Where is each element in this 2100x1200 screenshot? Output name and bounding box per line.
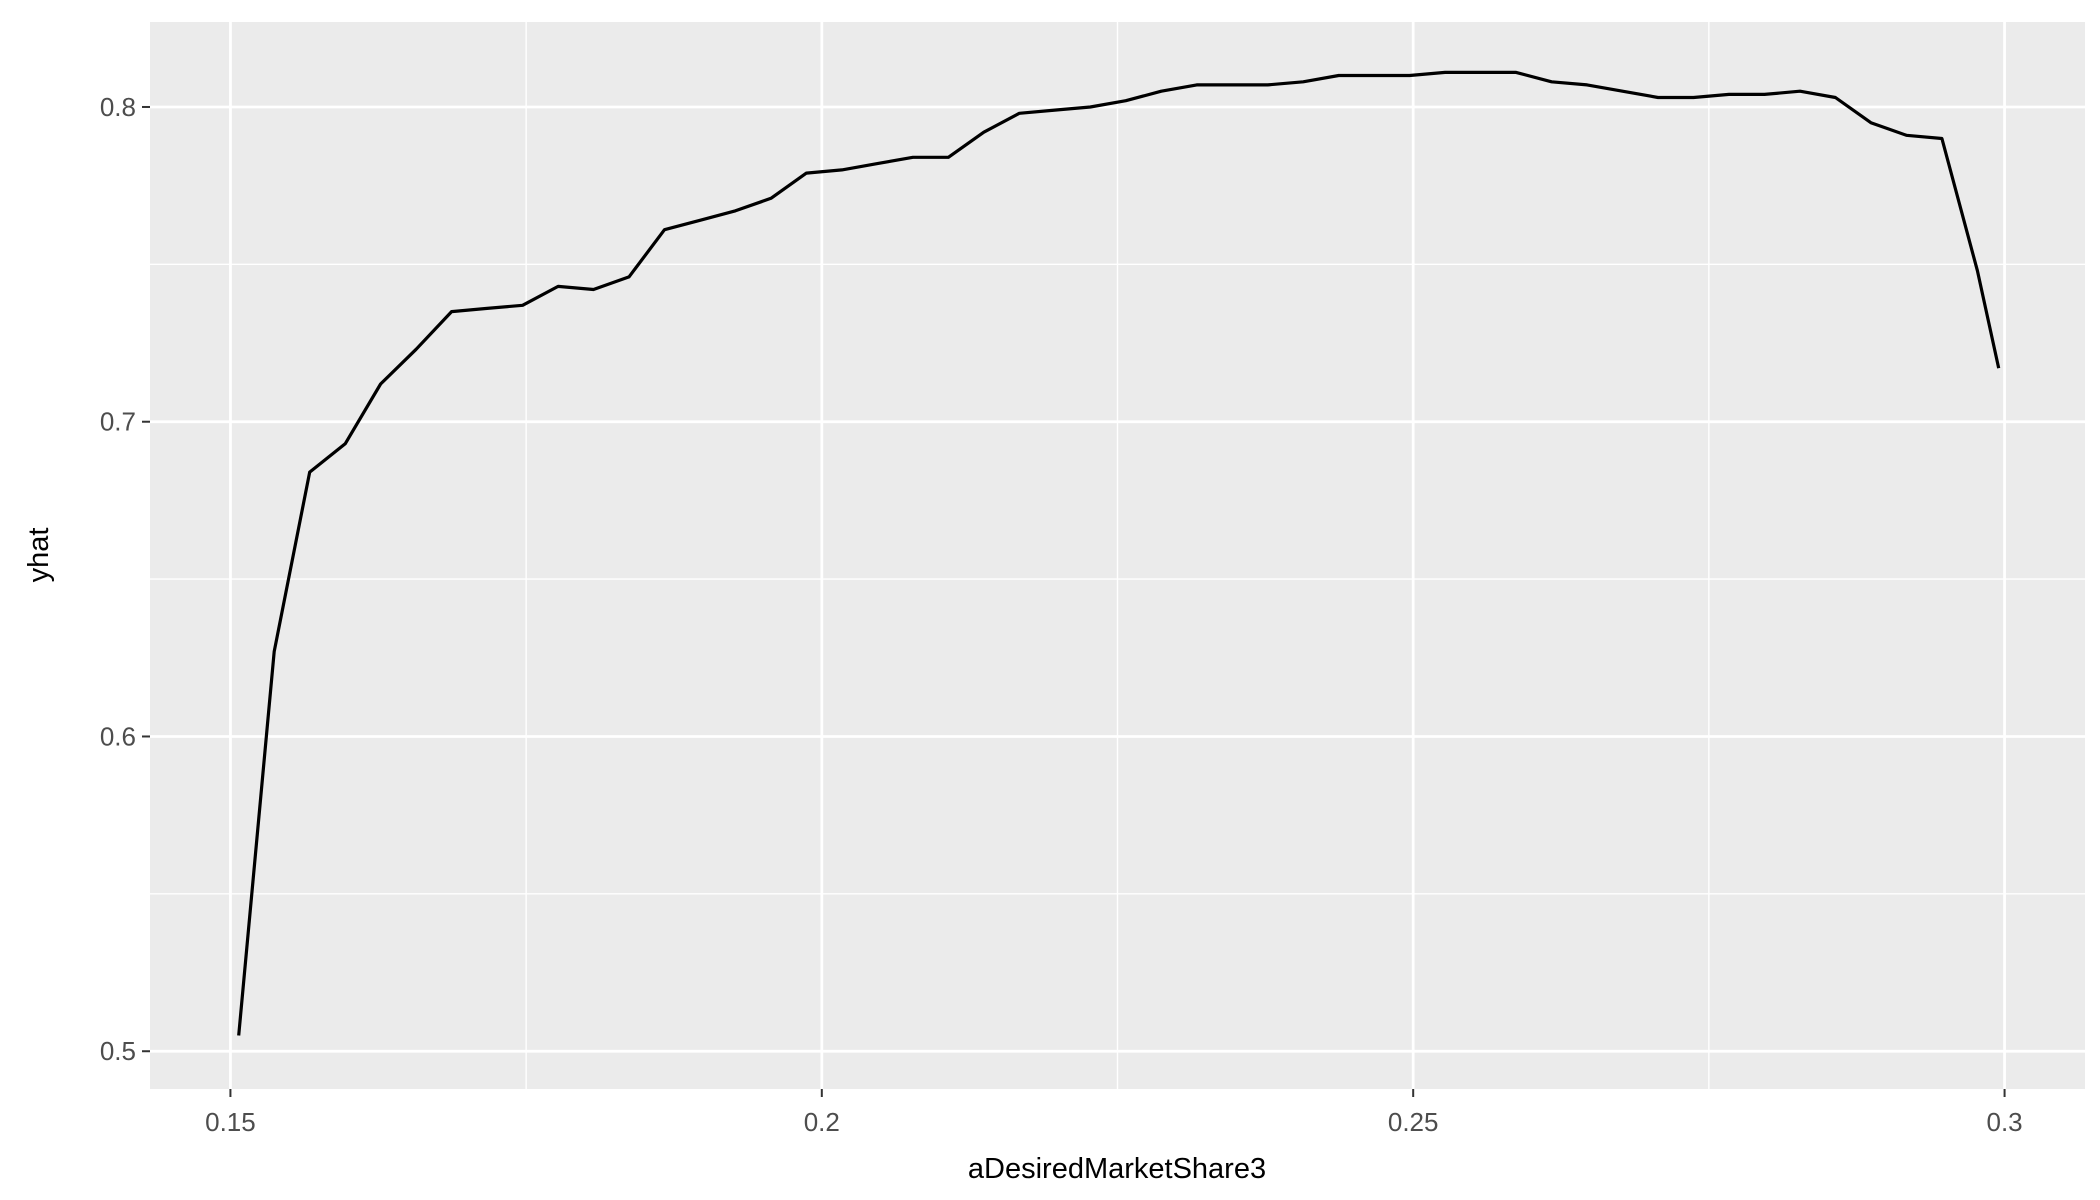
y-tick-label: 0.8 (100, 92, 136, 122)
y-tick-label: 0.5 (100, 1036, 136, 1066)
x-tick-label: 0.15 (205, 1107, 256, 1137)
y-tick-label: 0.7 (100, 407, 136, 437)
y-axis: 0.5 0.6 0.7 0.8 (100, 92, 150, 1066)
minor-gridlines (150, 22, 2085, 1089)
x-axis: 0.15 0.2 0.25 0.3 (205, 1089, 2023, 1137)
x-tick-label: 0.25 (1388, 1107, 1439, 1137)
series-line-0 (237, 70, 2001, 1036)
x-tick-label: 0.2 (804, 1107, 840, 1137)
y-axis-title: yhat (23, 528, 55, 583)
x-axis-title: aDesiredMarketShare3 (968, 1153, 1266, 1185)
series-layer (237, 70, 2001, 1036)
y-tick-label: 0.6 (100, 721, 136, 751)
x-tick-label: 0.3 (1986, 1107, 2022, 1137)
major-gridlines (150, 22, 2085, 1089)
